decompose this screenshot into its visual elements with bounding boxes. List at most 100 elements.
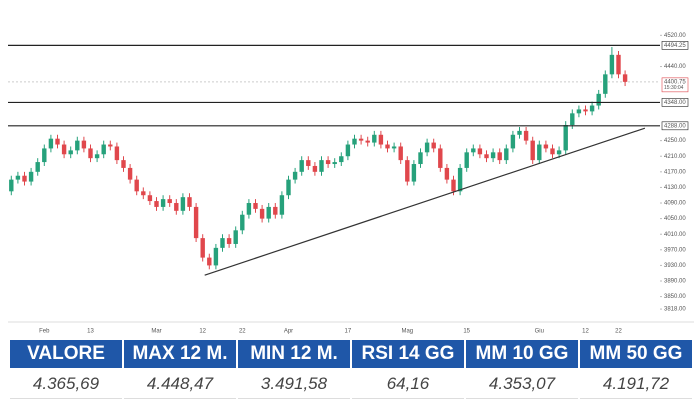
candle-body: [332, 162, 337, 165]
y-tick-label: 4010.00: [664, 232, 686, 238]
candle-body: [405, 160, 410, 182]
candle-body: [352, 138, 357, 145]
candle-body: [583, 109, 588, 112]
candle-body: [35, 162, 40, 172]
candle-body: [292, 171, 298, 180]
x-tick-label: Giu: [535, 329, 544, 335]
candle-body: [490, 152, 496, 159]
candle-body: [471, 148, 476, 153]
candle-body: [609, 54, 615, 75]
candle-body: [9, 179, 14, 192]
candle-body: [398, 146, 403, 161]
candle-body: [391, 146, 397, 149]
level-label-box: [661, 98, 689, 107]
candle-body: [55, 138, 60, 145]
candle-body: [504, 148, 509, 161]
x-tick-label: 22: [615, 329, 622, 335]
x-tick-label: 17: [345, 329, 352, 335]
candle-body: [424, 142, 430, 153]
candle-body: [431, 142, 436, 149]
level-label: 4494.25: [664, 43, 686, 49]
candle-body: [88, 148, 93, 159]
y-tick-label: 3818.00: [664, 307, 686, 313]
candle-body: [497, 152, 502, 161]
table-value: 64,16: [352, 370, 464, 399]
candle-body: [589, 105, 595, 112]
candle-body: [325, 160, 331, 165]
candle-body: [207, 257, 212, 266]
candle-body: [345, 144, 351, 157]
candle-body: [101, 144, 106, 155]
candle-body: [279, 195, 285, 215]
x-tick-label: Mar: [151, 329, 161, 335]
candle-body: [616, 54, 621, 75]
candle-body: [286, 179, 291, 196]
candle-body: [127, 167, 133, 180]
candle-body: [517, 130, 522, 135]
candle-body: [42, 148, 47, 163]
candle-body: [464, 152, 469, 168]
last-price-box: [661, 77, 689, 93]
candle-body: [365, 140, 370, 143]
level-label: 4288.00: [664, 123, 686, 129]
y-tick-label: 4090.00: [664, 201, 686, 207]
candle-body: [530, 140, 535, 161]
candle-body: [266, 206, 271, 219]
candle-body: [306, 160, 311, 166]
stats-table: VALORE MAX 12 M. MIN 12 M. RSI 14 GG MM 10 G…: [8, 338, 694, 401]
table-header: MIN 12 M.: [238, 340, 350, 368]
candle-body: [75, 140, 80, 151]
candle-body: [537, 144, 542, 161]
candle-body: [121, 160, 126, 168]
candle-body: [134, 179, 139, 192]
candle-body: [246, 203, 252, 215]
candle-body: [187, 197, 192, 207]
table-value: 4.365,69: [10, 370, 122, 399]
y-tick-label: 4440.00: [664, 64, 686, 70]
candle-body: [319, 160, 324, 172]
candle-body: [28, 171, 34, 182]
candle-body: [563, 125, 568, 151]
candle-body: [570, 113, 575, 126]
candle-body: [596, 93, 601, 106]
table-header: RSI 14 GG: [352, 340, 464, 368]
candle-body: [523, 130, 529, 141]
candle-body: [108, 144, 113, 147]
chart: 4520.00 4440.00 4250.00 4210.00 4170.00 4130.…: [8, 33, 694, 335]
level-label-box: [661, 121, 689, 131]
candle-body: [193, 206, 199, 239]
candle-body: [339, 156, 344, 163]
candle-body: [543, 144, 549, 149]
candle-body: [622, 74, 628, 82]
table-header: MM 10 GG: [466, 340, 578, 368]
candle-body: [180, 197, 186, 211]
x-tick-label: Feb: [39, 329, 50, 335]
candle-body: [160, 199, 166, 207]
x-tick-label: 22: [239, 329, 246, 335]
y-tick-label: 4170.00: [664, 169, 686, 175]
candle-body: [259, 208, 265, 219]
candle-body: [444, 167, 450, 180]
header-row: VALORE MAX 12 M. MIN 12 M. RSI 14 GG MM 10 G…: [10, 340, 692, 368]
table-value: 3.491,58: [238, 370, 350, 399]
table-value: 4.353,07: [466, 370, 578, 399]
x-tick-label: 12: [582, 329, 589, 335]
candle-body: [273, 206, 278, 215]
table-header: MM 50 GG: [580, 340, 692, 368]
last-price-label: 4400.75: [664, 79, 686, 85]
candle-body: [81, 140, 87, 149]
candle-body: [114, 146, 120, 161]
candle-body: [372, 134, 377, 143]
candle-body: [457, 167, 463, 192]
y-tick-label: 3970.00: [664, 247, 686, 253]
candle-body: [200, 238, 205, 258]
y-tick-label: 4210.00: [664, 154, 686, 160]
candle-body: [240, 214, 245, 231]
candle-body: [48, 138, 54, 149]
x-tick-label: 12: [199, 329, 206, 335]
candle-body: [411, 164, 417, 182]
candle-body: [576, 109, 582, 114]
candle-body: [226, 238, 232, 244]
candle-body: [94, 154, 100, 159]
